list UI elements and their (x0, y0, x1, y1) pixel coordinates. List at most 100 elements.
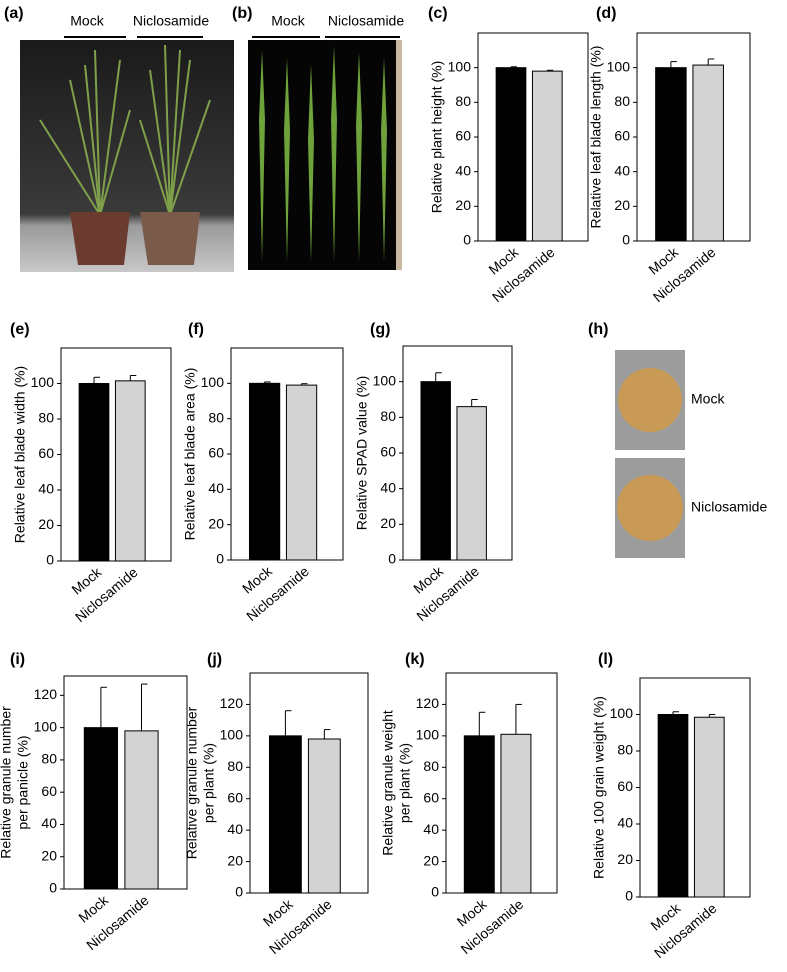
y-tick-label: 20 (380, 515, 396, 531)
y-tick-label: 60 (617, 778, 633, 794)
photo-a: (a) Mock Niclosamide (4, 5, 234, 272)
bar (692, 64, 724, 242)
bar (124, 730, 159, 890)
y-tick-label: 20 (41, 847, 57, 863)
bar (83, 727, 119, 890)
y-tick-label: 80 (380, 408, 396, 424)
panel-label: (c) (428, 5, 448, 22)
y-tick-label: 0 (625, 888, 633, 904)
y-axis-label: Relative 100 grain weight (%) (591, 696, 607, 879)
y-tick-label: 80 (455, 93, 471, 109)
y-tick-label: 20 (38, 516, 54, 532)
y-tick-label: 100 (416, 727, 440, 743)
bar (500, 733, 532, 894)
y-axis-label: per plant (%) (397, 743, 413, 823)
y-axis-label: Relative plant height (%) (429, 61, 445, 214)
y-tick-label: 0 (431, 884, 439, 900)
y-axis-label: Relative leaf blade area (%) (182, 368, 198, 541)
y-tick-label: 40 (41, 815, 57, 831)
panel-label: (f) (188, 321, 204, 338)
y-tick-label: 60 (423, 789, 439, 805)
y-tick-label: 60 (455, 128, 471, 144)
y-axis-label: per plant (%) (201, 743, 217, 823)
y-tick-label: 120 (416, 695, 440, 711)
bar (285, 384, 318, 561)
y-tick-label: 80 (423, 758, 439, 774)
y-tick-label: 80 (617, 742, 633, 758)
y-tick-label: 0 (622, 232, 630, 248)
y-tick-label: 100 (201, 374, 225, 390)
bar (531, 70, 563, 242)
panel-label: (a) (4, 5, 24, 22)
y-tick-label: 100 (220, 727, 244, 743)
bar (114, 380, 146, 562)
y-tick-label: 40 (614, 162, 630, 178)
bar (495, 67, 527, 242)
y-tick-label: 40 (208, 480, 224, 496)
y-tick-label: 60 (227, 789, 243, 805)
y-tick-label: 80 (208, 409, 224, 425)
y-tick-label: 100 (448, 58, 472, 74)
panel-label: (l) (598, 651, 613, 668)
y-tick-label: 0 (388, 551, 396, 567)
y-tick-label: 40 (617, 815, 633, 831)
y-tick-label: 80 (227, 758, 243, 774)
bar (693, 716, 725, 898)
y-axis-label: Relative granule weight (380, 710, 396, 856)
y-tick-label: 20 (614, 197, 630, 213)
y-tick-label: 100 (373, 372, 397, 388)
bar (463, 735, 495, 894)
y-axis-label: per panicle (%) (15, 735, 31, 829)
y-tick-label: 20 (423, 852, 439, 868)
y-tick-label: 120 (34, 686, 58, 702)
photo-label: Niclosamide (133, 13, 209, 29)
y-tick-label: 80 (38, 410, 54, 426)
y-tick-label: 0 (216, 551, 224, 567)
y-tick-label: 100 (607, 58, 631, 74)
bar (456, 406, 487, 561)
y-tick-label: 60 (380, 444, 396, 460)
photo-label: Niclosamide (328, 13, 404, 29)
panel-label: (k) (405, 651, 425, 668)
photo-h: (h) Mock Niclosamide (588, 321, 767, 558)
panel-label: (e) (10, 321, 30, 338)
y-tick-label: 40 (38, 481, 54, 497)
photo-label: Mock (271, 13, 305, 29)
photo-label: Mock (691, 391, 725, 407)
y-axis-label: Relative leaf blade length (%) (588, 46, 604, 229)
y-tick-label: 0 (235, 884, 243, 900)
y-tick-label: 40 (455, 162, 471, 178)
bar (420, 381, 451, 561)
panel-label: (g) (370, 321, 390, 338)
y-tick-label: 60 (614, 128, 630, 144)
bar (248, 382, 281, 561)
y-tick-label: 120 (220, 695, 244, 711)
panel-label: (j) (207, 651, 222, 668)
panel-label: (i) (10, 651, 25, 668)
panel-label: (d) (596, 5, 616, 22)
y-tick-label: 80 (614, 93, 630, 109)
panel-label: (b) (232, 5, 252, 22)
y-axis-label: Relative SPAD value (%) (354, 376, 370, 531)
y-tick-label: 60 (38, 445, 54, 461)
photo-label: Niclosamide (691, 499, 767, 515)
y-tick-label: 100 (610, 705, 634, 721)
y-axis-label: Relative leaf blade width (%) (12, 366, 28, 543)
photo-label: Mock (70, 13, 104, 29)
bar (655, 67, 687, 242)
y-tick-label: 40 (380, 479, 396, 495)
y-tick-label: 40 (227, 821, 243, 837)
panel-label: (h) (588, 321, 608, 338)
y-tick-label: 0 (463, 232, 471, 248)
y-tick-label: 100 (34, 718, 58, 734)
bar (268, 735, 302, 894)
y-tick-label: 20 (227, 852, 243, 868)
y-tick-label: 20 (617, 851, 633, 867)
y-tick-label: 100 (31, 374, 55, 390)
y-tick-label: 40 (423, 821, 439, 837)
y-tick-label: 20 (455, 197, 471, 213)
y-tick-label: 0 (46, 552, 54, 568)
bar (307, 738, 341, 894)
y-tick-label: 80 (41, 751, 57, 767)
